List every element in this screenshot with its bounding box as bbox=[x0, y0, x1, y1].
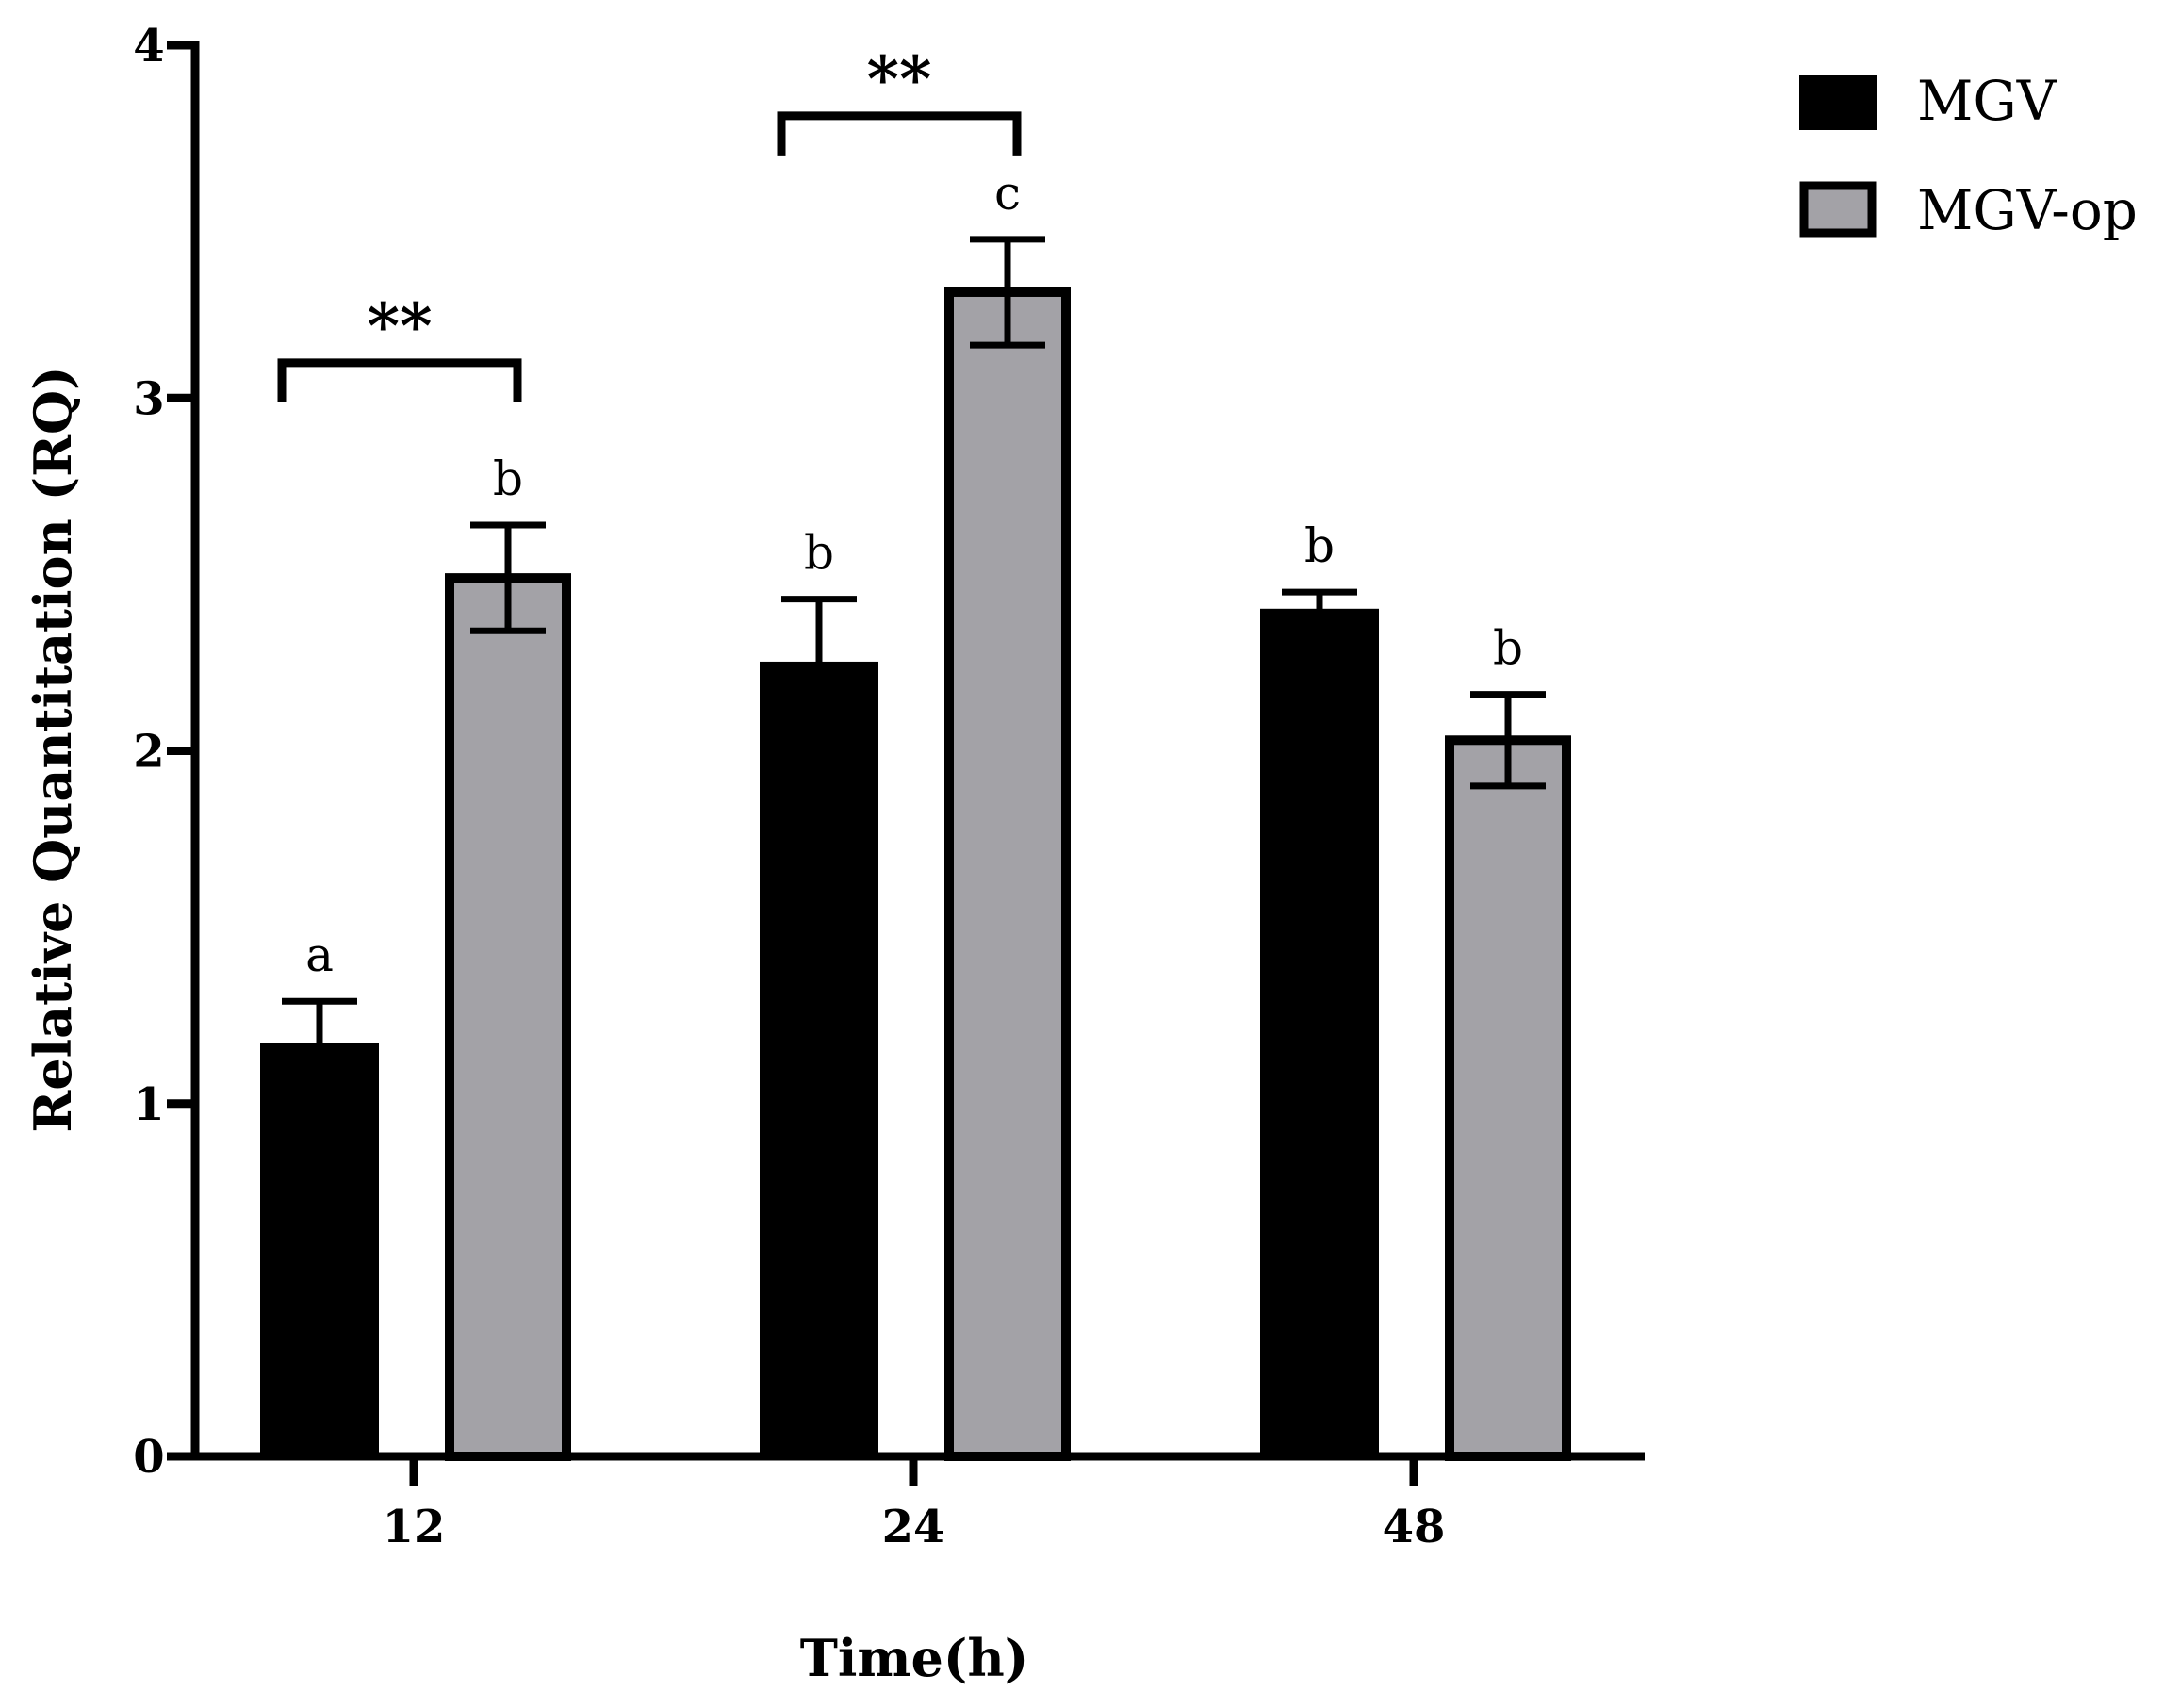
y-tick-label: 2 bbox=[133, 726, 164, 779]
x-tick-label: 48 bbox=[1383, 1501, 1446, 1553]
y-tick-label: 0 bbox=[133, 1431, 164, 1484]
significance-letter: b bbox=[1493, 621, 1523, 676]
significance-letter: c bbox=[994, 166, 1021, 221]
y-tick-label: 1 bbox=[133, 1078, 164, 1131]
legend-label-mgv: MGV bbox=[1917, 69, 2057, 133]
significance-bracket bbox=[777, 111, 1022, 156]
significance-stars: ** bbox=[367, 289, 432, 363]
significance-letter: b bbox=[493, 452, 523, 506]
y-tick-label: 3 bbox=[133, 372, 164, 425]
x-tick-label: 24 bbox=[882, 1501, 945, 1553]
bar-mgv-24 bbox=[760, 661, 878, 1457]
significance-letter: b bbox=[1304, 518, 1335, 573]
legend-swatch-mgv bbox=[1799, 75, 1877, 130]
significance-letter: b bbox=[804, 526, 834, 581]
bar-mgv-op-48 bbox=[1445, 735, 1571, 1461]
legend-label-mgv-op: MGV-op bbox=[1917, 178, 2138, 242]
x-axis-title: Time(h) bbox=[800, 1628, 1029, 1688]
bar-mgv-op-24 bbox=[944, 287, 1071, 1462]
bar-mgv-48 bbox=[1260, 608, 1379, 1457]
significance-bracket bbox=[277, 358, 522, 402]
significance-letter: a bbox=[305, 928, 334, 982]
bar-mgv-12 bbox=[260, 1043, 379, 1457]
bar-mgv-op-12 bbox=[445, 573, 571, 1461]
y-axis-title: Relative Quantitation (RQ) bbox=[23, 366, 83, 1132]
y-tick-label: 4 bbox=[133, 20, 164, 73]
legend-swatch-mgv-op bbox=[1799, 181, 1877, 238]
significance-stars: ** bbox=[866, 42, 931, 116]
x-tick-label: 12 bbox=[383, 1501, 446, 1553]
